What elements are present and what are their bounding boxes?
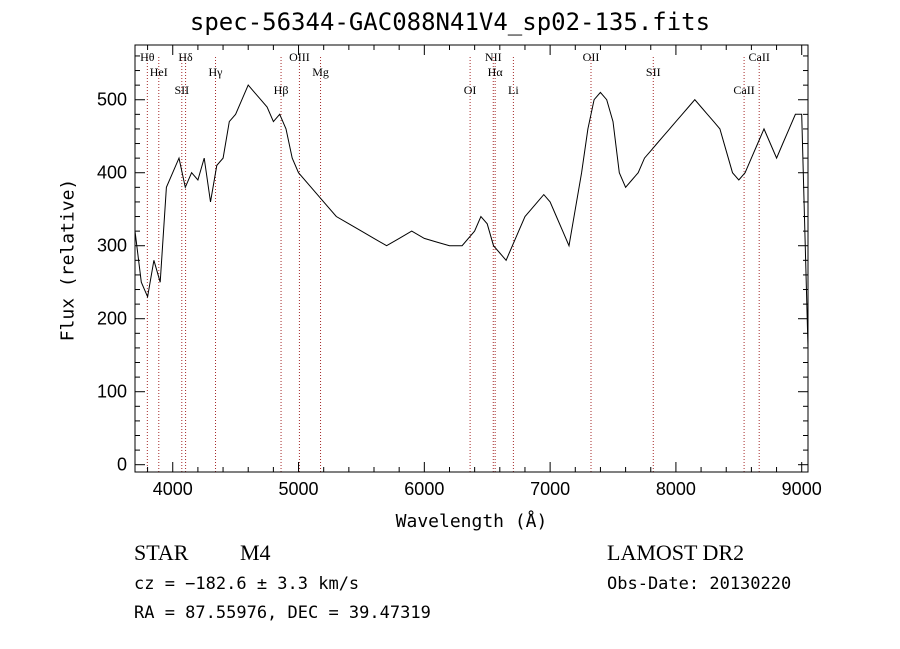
spectral-line-label: CaII (749, 50, 770, 64)
object-class: STAR (134, 540, 189, 565)
spectral-line-label: Hδ (178, 50, 193, 64)
y-tick-label: 0 (117, 455, 127, 475)
y-axis-label: Flux (relative) (57, 178, 79, 342)
spectral-line-label: NII (485, 50, 502, 64)
survey-name: LAMOST DR2 (607, 540, 745, 565)
y-tick-label: 300 (97, 236, 127, 256)
x-tick-label: 5000 (279, 479, 319, 499)
x-tick-label: 4000 (153, 479, 193, 499)
redshift-velocity: cz = −182.6 ± 3.3 km/s (134, 574, 360, 594)
sky-coordinates: RA = 87.55976, DEC = 39.47319 (134, 603, 431, 623)
spectral-line-label: HeI (150, 65, 168, 79)
spectral-line-label: Hθ (140, 50, 155, 64)
spectral-line-markers (146, 57, 760, 472)
observation-date: Obs-Date: 20130220 (607, 574, 792, 594)
spectral-line-label: CaII (733, 83, 754, 97)
axes: 4000 5000 6000 7000 8000 9000 0 100 200 300 400 500 (97, 45, 822, 499)
spectral-line-label: Li (508, 83, 519, 97)
spectral-line-label: OII (583, 50, 600, 64)
y-tick-label: 400 (97, 163, 127, 183)
spectral-line-label: SII (646, 65, 661, 79)
plot-frame (134, 44, 809, 473)
y-tick-label: 100 (97, 382, 127, 402)
spectral-line-label: Hβ (274, 83, 289, 97)
x-axis-label: Wavelength (Å) (395, 511, 548, 532)
x-tick-label: 6000 (404, 479, 444, 499)
y-tick-label: 500 (97, 90, 127, 110)
x-tick-label: 9000 (782, 479, 822, 499)
spectral-line-label: Hα (488, 65, 504, 79)
chart-title: spec-56344-GAC088N41V4_sp02-135.fits (189, 8, 711, 36)
spectrum-line (134, 84, 809, 348)
x-tick-label: 8000 (656, 479, 696, 499)
spectral-line-label: OIII (289, 50, 310, 64)
spectral-line-label: Hγ (209, 65, 224, 79)
spectral-line-label: OI (464, 83, 477, 97)
object-subclass: M4 (240, 540, 271, 565)
spectral-line-label: SII (174, 83, 189, 97)
y-tick-label: 200 (97, 309, 127, 329)
spectral-line-label: Mg (312, 65, 329, 79)
x-tick-label: 7000 (530, 479, 570, 499)
